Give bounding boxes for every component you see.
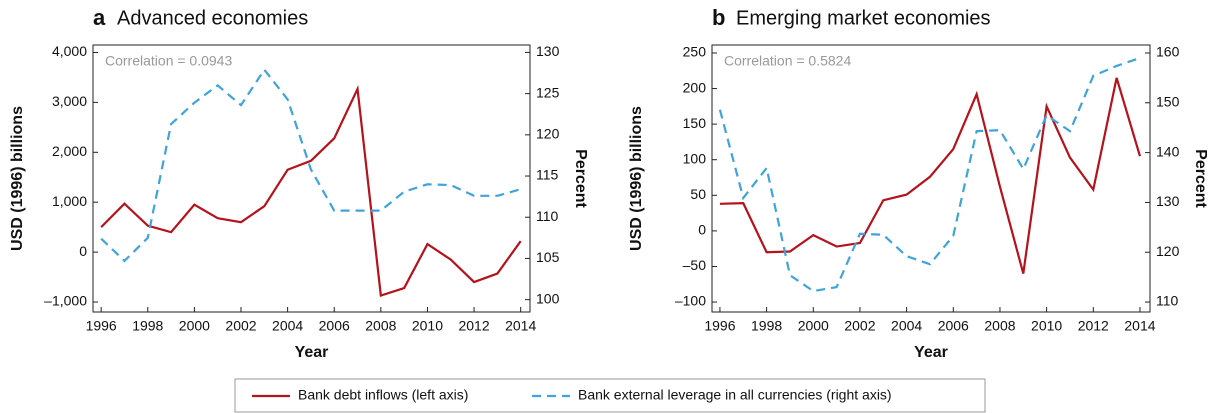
y2-axis-title: Percent: [572, 149, 589, 208]
y-tick-label: 2,000: [52, 143, 87, 159]
x-tick-label: 1998: [132, 318, 163, 334]
y-tick-label: 200: [683, 79, 707, 95]
y2-tick-label: 110: [536, 208, 559, 224]
annotation: Correlation = 0.0943: [105, 53, 232, 69]
x-tick-label: 2000: [179, 318, 210, 334]
y2-tick-label: 140: [1156, 143, 1180, 159]
y2-tick-label: 110: [1156, 293, 1179, 309]
x-tick-label: 2006: [938, 318, 969, 334]
y-tick-label: –100: [675, 293, 706, 309]
y-tick-label: 250: [683, 44, 707, 60]
legend-label: Bank debt inflows (left axis): [298, 387, 468, 403]
x-tick-label: 2002: [844, 318, 875, 334]
y-tick-label: 0: [698, 222, 706, 238]
y2-tick-label: 150: [1156, 93, 1180, 109]
x-tick-label: 2004: [891, 318, 922, 334]
plot-frame: [711, 44, 1151, 313]
y-tick-label: 4,000: [52, 43, 87, 59]
y-tick-label: 0: [79, 243, 87, 259]
x-axis-title: Year: [914, 344, 948, 361]
series-line: [100, 84, 522, 297]
panel-title: Emerging market economies: [736, 7, 991, 29]
x-axis-title: Year: [295, 344, 329, 361]
y-axis-title: USD (1996) billions: [628, 106, 645, 251]
y2-axis-title: Percent: [1192, 149, 1209, 208]
x-tick-label: 2000: [798, 318, 829, 334]
panel-letter: a: [93, 5, 106, 30]
y-tick-label: 150: [683, 115, 707, 131]
x-tick-label: 2010: [412, 318, 443, 334]
y2-tick-label: 100: [536, 290, 560, 306]
x-tick-label: 2010: [1031, 318, 1062, 334]
x-tick-label: 2008: [365, 318, 396, 334]
y-tick-label: 100: [683, 150, 707, 166]
x-tick-label: 2014: [1124, 318, 1155, 334]
y2-tick-label: 115: [536, 167, 559, 183]
y-tick-label: 3,000: [52, 93, 87, 109]
panel-letter: b: [712, 5, 725, 30]
y2-tick-label: 125: [536, 84, 560, 100]
panel-title: Advanced economies: [117, 7, 308, 29]
y2-tick-label: 130: [536, 43, 560, 59]
y2-tick-label: 160: [1156, 44, 1180, 60]
legend-box: [234, 378, 986, 413]
x-tick-label: 1998: [751, 318, 782, 334]
x-tick-label: 2012: [458, 318, 489, 334]
y2-tick-label: 130: [1156, 193, 1180, 209]
x-tick-label: 2008: [984, 318, 1015, 334]
series-line: [719, 77, 1142, 274]
x-tick-label: 2012: [1078, 318, 1109, 334]
y-tick-label: –50: [683, 257, 707, 273]
x-tick-label: 2006: [319, 318, 350, 334]
x-tick-label: 2004: [272, 318, 303, 334]
annotation: Correlation = 0.5824: [724, 53, 851, 69]
y-tick-label: –1,000: [44, 293, 87, 309]
x-tick-label: 1996: [86, 318, 117, 334]
y2-tick-label: 105: [536, 249, 560, 265]
y-axis-title: USD (1996) billions: [9, 106, 26, 251]
x-tick-label: 2002: [225, 318, 256, 334]
series-line: [718, 56, 1141, 293]
plot-frame: [92, 44, 531, 313]
y-tick-label: 1,000: [52, 193, 87, 209]
x-tick-label: 1996: [704, 318, 735, 334]
legend-label: Bank external leverage in all currencies…: [578, 387, 892, 403]
series-line: [100, 67, 521, 263]
x-tick-label: 2014: [505, 318, 536, 334]
y2-tick-label: 120: [536, 126, 560, 142]
y-tick-label: 50: [690, 186, 706, 202]
y2-tick-label: 120: [1156, 243, 1180, 259]
